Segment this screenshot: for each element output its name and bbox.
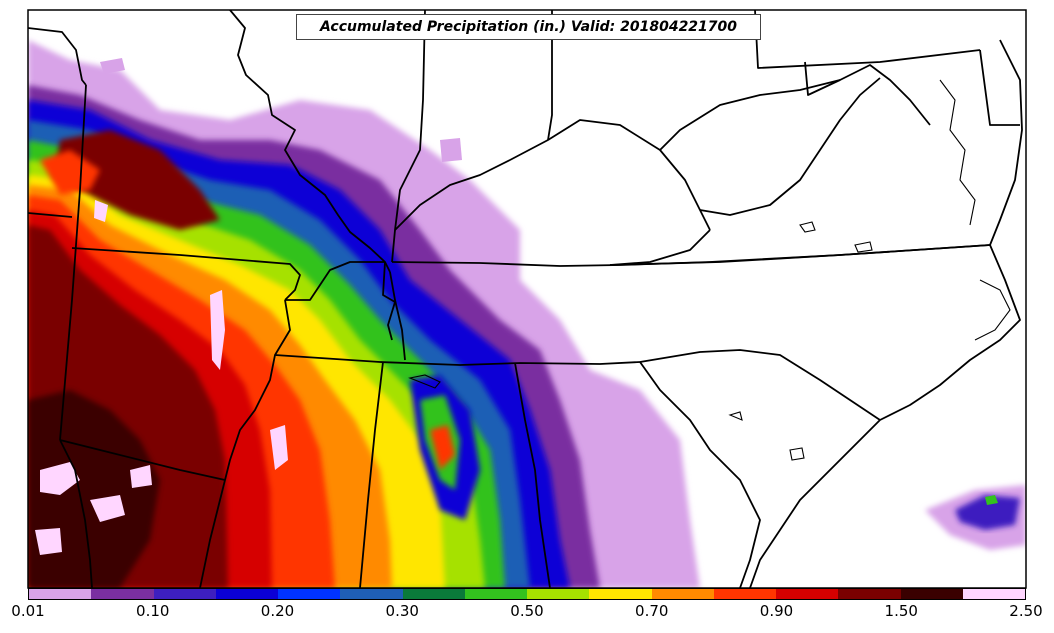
colorbar-tick-label: 2.50 xyxy=(1009,602,1043,620)
colorbar-segment xyxy=(589,589,652,599)
state-boundaries xyxy=(28,10,1023,588)
colorbar-tick-label: 0.10 xyxy=(136,602,170,620)
boundary-kansas-missouri xyxy=(59,84,87,441)
colorbar xyxy=(28,588,1026,600)
boundary-oklahoma-arkansas xyxy=(59,439,226,481)
boundary-tennessee-south xyxy=(274,354,641,366)
colorbar-tick-label: 0.70 xyxy=(635,602,669,620)
precip-spot-nw xyxy=(100,58,125,74)
colorbar-segment xyxy=(838,589,901,599)
colorbar-tick-label: 1.50 xyxy=(884,602,918,620)
boundary-wv-virginia xyxy=(699,77,881,216)
map-title: Accumulated Precipitation (in.) Valid: 2… xyxy=(296,14,761,40)
pamlico-sound xyxy=(974,279,1011,341)
precip-ocean-blob-inner xyxy=(955,495,1020,530)
colorbar-segment xyxy=(527,589,590,599)
boundary-west-virginia xyxy=(659,64,931,151)
colorbar-segment xyxy=(215,589,278,599)
boundary-mississippi-river-lower xyxy=(389,271,406,361)
water-details xyxy=(408,79,1011,461)
colorbar-segment xyxy=(29,589,92,599)
boundary-missouri-river xyxy=(229,10,391,273)
colorbar-segment xyxy=(340,589,403,599)
boundary-indiana-ohio xyxy=(547,10,553,141)
precip-band-north xyxy=(55,130,220,230)
colorbar-segment xyxy=(713,589,776,599)
lake-details xyxy=(408,221,873,461)
colorbar-segment xyxy=(776,589,839,599)
boundary-arkansas-north xyxy=(285,261,385,301)
chesapeake-bay xyxy=(939,79,976,226)
precip-band-north-inner xyxy=(40,150,100,195)
boundary-mississippi-alabama xyxy=(359,361,384,588)
colorbar-tick-label: 0.01 xyxy=(11,602,45,620)
boundary-delaware xyxy=(979,49,1020,126)
boundary-alabama-georgia xyxy=(514,362,551,588)
boundary-sc-georgia xyxy=(639,361,761,588)
boundary-arkansas-river xyxy=(199,299,291,588)
colorbar-tick-label: 0.20 xyxy=(260,602,295,620)
coastline-atlantic xyxy=(749,39,1023,588)
precip-contour-250 xyxy=(35,462,152,555)
colorbar-segment xyxy=(962,589,1025,599)
colorbar-segment xyxy=(900,589,963,599)
colorbar-segment xyxy=(278,589,341,599)
colorbar-tick-label: 0.90 xyxy=(759,602,794,620)
colorbar-segment xyxy=(651,589,714,599)
precip-ocean-core xyxy=(985,495,998,505)
boundary-arkansas-louisiana xyxy=(59,439,93,588)
boundary-kentucky-virginia xyxy=(609,229,711,266)
colorbar-segment xyxy=(464,589,527,599)
colorbar-tick-label: 0.50 xyxy=(510,602,544,620)
boundary-missouri-iowa xyxy=(28,27,87,86)
colorbar-tick-label: 0.30 xyxy=(385,602,419,620)
boundary-ohio-river xyxy=(394,119,711,231)
precip-spot-ne xyxy=(440,138,462,162)
colorbar-segment xyxy=(402,589,465,599)
colorbar-segment xyxy=(91,589,154,599)
boundary-virginia-nc xyxy=(609,244,991,266)
boundary-maryland xyxy=(804,61,841,96)
boundary-missouri-south xyxy=(71,247,301,301)
colorbar-segment xyxy=(153,589,216,599)
boundary-kansas-oklahoma-line xyxy=(28,212,73,218)
boundary-nc-sc xyxy=(639,349,881,421)
precip-streak-3 xyxy=(430,425,455,470)
precip-field xyxy=(28,40,1026,588)
